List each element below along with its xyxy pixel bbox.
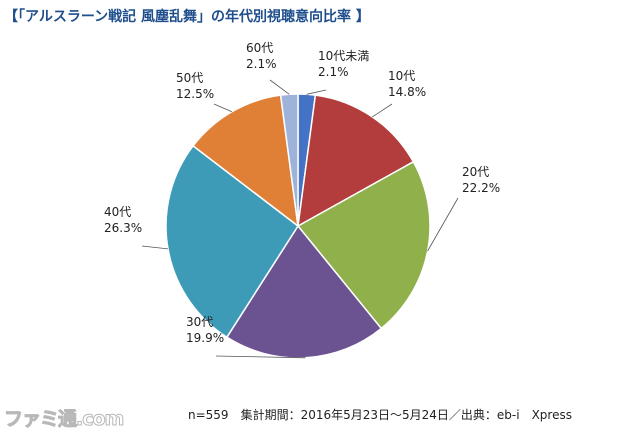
slice-label: 30代 [186, 315, 213, 329]
publisher-logo: ファミ通.com [3, 408, 124, 431]
chart-title: 【「アルスラーン戦記 風塵乱舞」の年代別視聴意向比率 】 [4, 9, 370, 25]
leader-line [215, 355, 306, 359]
leader-line [372, 103, 393, 118]
slice-label: 10代 [388, 69, 415, 83]
slice-labels: 10代未満 2.1% 10代 14.8% 20代 22.2% 30代 19.9% 40代 26.3… [104, 41, 500, 345]
slice-label: 60代 [246, 41, 273, 55]
leader-lines [141, 79, 459, 359]
leader-line [306, 89, 327, 95]
leader-line [427, 197, 459, 252]
pie-slices [165, 93, 431, 359]
leader-line [213, 103, 232, 113]
slice-value-label: 12.5% [176, 87, 214, 101]
source-note: n=559 集計期間：2016年5月23日～5月24日／出典：eb-i Xpre… [188, 408, 572, 422]
slice-label: 20代 [462, 165, 489, 179]
slice-value-label: 2.1% [246, 57, 277, 71]
slice-value-label: 14.8% [388, 85, 426, 99]
slice-value-label: 26.3% [104, 221, 142, 235]
slice-value-label: 22.2% [462, 181, 500, 195]
pie-slice [297, 94, 415, 228]
slice-value-label: 19.9% [186, 331, 224, 345]
slice-label: 40代 [104, 205, 131, 219]
pie-slice [165, 144, 300, 339]
pie-slice [192, 94, 299, 228]
leader-line [141, 245, 169, 250]
leader-line [269, 79, 290, 95]
slice-label: 10代未満 [318, 49, 369, 63]
slice-label: 50代 [176, 71, 203, 85]
slice-value-label: 2.1% [318, 65, 349, 79]
